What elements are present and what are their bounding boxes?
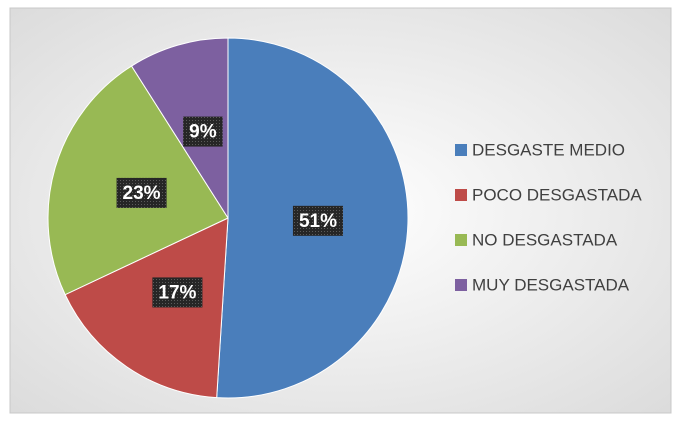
pie-slice — [64, 217, 229, 399]
data-label: 9% — [189, 122, 217, 143]
legend: DESGASTE MEDIO POCO DESGASTADA NO DESGASTA… — [455, 140, 642, 294]
pie: 51% 17% 23% 9% — [47, 37, 409, 399]
data-label-box — [152, 277, 203, 308]
data-label: 23% — [123, 183, 161, 204]
legend-label: DESGASTE MEDIO — [472, 140, 625, 159]
data-label: 51% — [299, 211, 337, 232]
legend-label: NO DESGASTADA — [472, 230, 618, 249]
data-label-box — [292, 205, 343, 236]
legend-swatch — [455, 189, 467, 201]
data-label-box — [183, 116, 223, 147]
data-label-box — [116, 177, 167, 208]
legend-swatch — [455, 144, 467, 156]
legend-swatch — [455, 234, 467, 246]
data-label: 17% — [158, 282, 196, 303]
pie-slice — [130, 37, 229, 220]
legend-label: POCO DESGASTADA — [472, 185, 642, 204]
legend-label: MUY DESGASTADA — [472, 275, 630, 294]
legend-swatch — [455, 279, 467, 291]
